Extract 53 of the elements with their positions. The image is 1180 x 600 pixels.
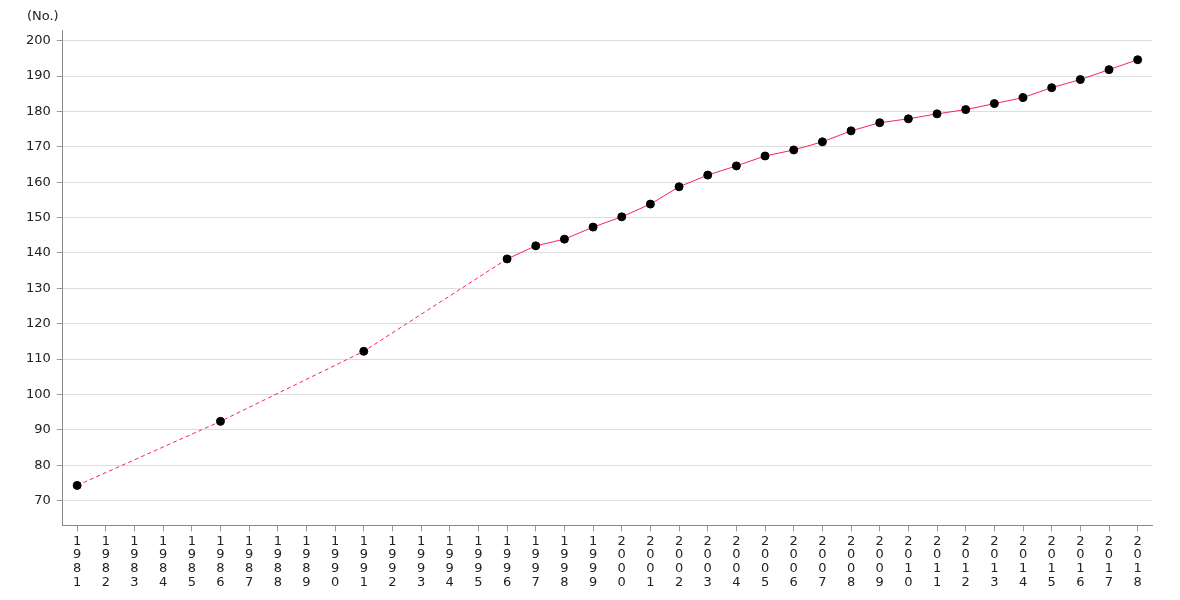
x-tick-label: 1988 — [273, 532, 282, 589]
y-axis-title: (No.) — [26, 8, 59, 23]
x-tick-label: 1991 — [359, 532, 368, 589]
x-tick-label: 1984 — [158, 532, 168, 589]
x-tick-label: 1985 — [187, 532, 196, 589]
x-tick-label: 2010 — [904, 532, 913, 589]
x-tick-label: 1995 — [474, 532, 483, 589]
y-tick-label: 90 — [34, 421, 51, 437]
x-tick-label: 2007 — [818, 532, 827, 589]
x-tick-label: 2014 — [1018, 532, 1028, 589]
x-tick-label: 2008 — [846, 532, 856, 589]
x-tick-label: 2013 — [990, 532, 999, 589]
x-tick-label: 2002 — [674, 532, 684, 589]
x-tick-label: 2018 — [1133, 532, 1142, 589]
y-tick-label: 160 — [25, 173, 51, 189]
x-tick-label: 1998 — [560, 532, 569, 589]
y-tick-label: 180 — [25, 102, 51, 118]
x-tick-label: 2001 — [646, 532, 655, 589]
y-tick-label: 100 — [25, 385, 51, 401]
x-tick-label: 2004 — [732, 532, 741, 589]
x-tick-label: 1981 — [73, 532, 82, 589]
x-tick-label: 2012 — [961, 532, 970, 589]
y-tick-label: 150 — [25, 208, 51, 224]
x-tick-label: 1989 — [302, 532, 311, 589]
x-tick-label: 2003 — [703, 532, 712, 589]
x-tick-label: 1983 — [130, 532, 139, 589]
x-tick-label: 2009 — [875, 532, 884, 589]
x-tick-label: 2000 — [617, 532, 626, 589]
x-tick-label: 1999 — [588, 532, 598, 589]
x-tick-label: 1993 — [416, 532, 426, 589]
x-tick-label: 1996 — [502, 532, 512, 589]
x-tick-label: 1982 — [101, 532, 110, 589]
y-tick-label: 70 — [34, 492, 51, 508]
x-tick-label: 2016 — [1076, 532, 1085, 589]
y-tick-label: 190 — [25, 67, 51, 83]
x-tick-label: 2005 — [760, 532, 770, 589]
x-tick-label: 1994 — [445, 532, 454, 589]
x-tick-label: 2015 — [1047, 532, 1056, 589]
y-tick-label: 80 — [34, 456, 51, 472]
x-tick-label: 2006 — [789, 532, 798, 589]
y-tick-label: 170 — [25, 138, 51, 154]
x-tick-label: 2017 — [1104, 532, 1114, 589]
x-tick-label: 1992 — [388, 532, 397, 589]
x-tick-label: 1997 — [531, 532, 540, 589]
y-tick-label: 200 — [25, 31, 51, 47]
y-tick-label: 110 — [25, 350, 51, 366]
y-tick-label: 130 — [25, 279, 51, 295]
x-tick-label: 2011 — [932, 532, 942, 589]
x-tick-label: 1986 — [216, 532, 225, 589]
y-tick-label: 140 — [25, 244, 51, 260]
x-tick-label: 1987 — [244, 532, 254, 589]
x-tick-label: 1990 — [330, 532, 340, 589]
y-tick-label: 120 — [25, 315, 51, 331]
